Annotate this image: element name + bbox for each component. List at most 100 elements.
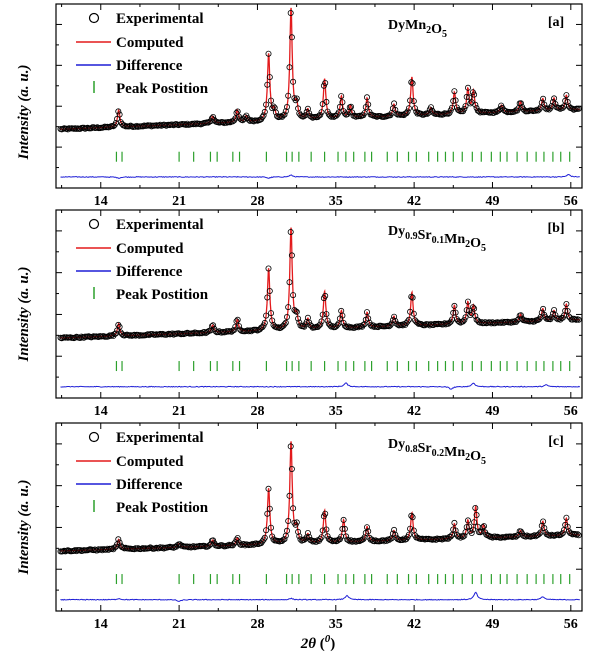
experimental-point: [283, 104, 290, 111]
experimental-point: [313, 538, 320, 545]
experimental-point: [260, 536, 267, 543]
legend: Experimental Computed Difference Peak Posti…: [76, 217, 209, 303]
experimental-point: [296, 533, 303, 540]
experimental-point: [347, 103, 354, 110]
experimental-point: [466, 94, 473, 101]
experimental-point: [234, 316, 241, 323]
experimental-point: [290, 78, 297, 85]
experimental-point: [287, 443, 294, 450]
panel-2: 14 21 28 35 42 49 56 Experimental Computed Differ…: [55, 209, 583, 419]
experimental-point: [318, 534, 325, 541]
experimental-point: [288, 34, 295, 41]
experimental-point: [391, 313, 398, 320]
experimental-point: [408, 79, 415, 86]
experimental-point: [403, 110, 410, 117]
experimental-point: [265, 485, 272, 492]
experimental-point: [563, 300, 570, 307]
legend-difference-label: Difference: [116, 477, 183, 493]
sample-formula: Dy0.9Sr0.1Mn2O5: [388, 224, 486, 254]
experimental-point: [295, 528, 302, 535]
legend-experimental-label: Experimental: [116, 217, 204, 233]
experimental-point: [318, 318, 325, 325]
experimental-point: [575, 316, 582, 323]
experimental-point: [387, 322, 394, 329]
experimental-point: [288, 252, 295, 259]
difference-curve: [60, 591, 580, 602]
experimental-point: [360, 321, 367, 328]
experimental-point: [464, 298, 471, 305]
x-tick-label: 21: [172, 617, 186, 632]
experimental-point: [339, 525, 346, 532]
experimental-point: [304, 105, 311, 112]
experimental-points: [57, 443, 582, 555]
x-tick-label: 42: [407, 617, 421, 632]
x-tick-label: 21: [172, 404, 186, 419]
experimental-point: [462, 314, 469, 321]
experimental-point: [115, 536, 122, 543]
x-tick-label: 56: [564, 404, 578, 419]
experimental-point: [287, 9, 294, 16]
experimental-point: [405, 316, 412, 323]
experimental-point: [261, 319, 268, 326]
legend-experimental-label: Experimental: [116, 11, 204, 27]
experimental-point: [450, 309, 457, 316]
experimental-point: [210, 114, 217, 121]
x-tick-label: 56: [564, 617, 578, 632]
experimental-point: [456, 318, 463, 325]
plot-frame: [55, 422, 583, 612]
experimental-point: [407, 97, 414, 104]
experimental-point: [410, 98, 417, 105]
experimental-points: [57, 9, 582, 133]
experimental-point: [407, 525, 414, 532]
experimental-point: [293, 95, 300, 102]
experimental-point: [303, 318, 310, 325]
experimental-point: [115, 108, 122, 115]
experimental-point: [206, 542, 213, 549]
experimental-point: [283, 313, 290, 320]
experimental-point: [363, 309, 370, 316]
y-axis-label-1: Intensity (a. u.): [16, 64, 32, 160]
difference-curve: [60, 173, 580, 179]
legend-computed-label: Computed: [116, 35, 184, 51]
experimental-point: [267, 310, 274, 317]
experimental-point: [323, 526, 330, 533]
experimental-point: [447, 533, 454, 540]
experimental-point: [452, 527, 459, 534]
experimental-point: [409, 80, 416, 87]
experimental-point: [458, 533, 465, 540]
experimental-point: [290, 505, 297, 512]
legend-experimental-marker: [88, 218, 100, 230]
experimental-point: [541, 525, 548, 532]
experimental-point: [575, 532, 582, 539]
panel-3: 14 21 28 35 42 49 56 Experimental Computed Differ…: [55, 422, 583, 632]
experimental-point: [287, 228, 294, 235]
legend: Experimental Computed Difference Peak Posti…: [76, 11, 209, 97]
x-tick-label: 28: [250, 194, 264, 209]
experimental-point: [282, 319, 289, 326]
experimental-point: [285, 518, 292, 525]
experimental-point: [480, 523, 487, 530]
experimental-point: [263, 312, 270, 319]
experimental-point: [469, 304, 476, 311]
experimental-point: [108, 332, 115, 339]
experimental-point: [336, 103, 343, 110]
experimental-point: [263, 101, 270, 108]
experimental-point: [293, 519, 300, 526]
x-tick-label: 42: [407, 194, 421, 209]
experimental-point: [563, 514, 570, 521]
experimental-point: [270, 103, 277, 110]
experimental-point: [562, 307, 569, 314]
experimental-point: [269, 105, 276, 112]
experimental-point: [264, 81, 271, 88]
experimental-point: [116, 323, 123, 330]
experimental-point: [323, 98, 330, 105]
experimental-point: [269, 317, 276, 324]
experimental-point: [469, 526, 476, 533]
x-tick-label: 35: [329, 404, 343, 419]
experimental-point: [471, 305, 478, 312]
legend-peak-label: Peak Postition: [116, 287, 209, 303]
experimental-point: [473, 512, 480, 519]
x-tick-label: 56: [564, 194, 578, 209]
panel-1: 14 21 28 35 42 49 56 Experimental Computed Differ…: [55, 3, 583, 209]
